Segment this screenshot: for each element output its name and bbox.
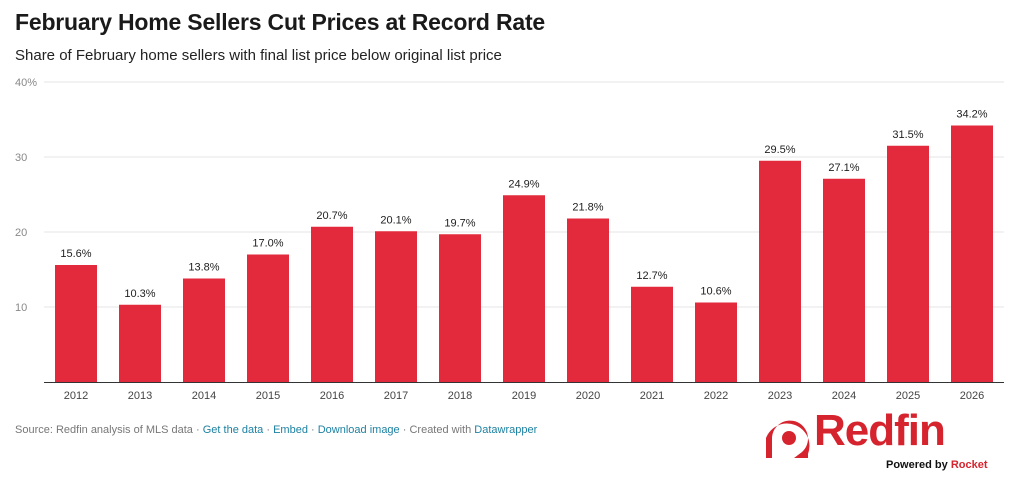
data-label: 31.5% — [892, 129, 923, 141]
data-label: 12.7% — [636, 270, 667, 282]
data-label: 29.5% — [764, 144, 795, 156]
data-label: 34.2% — [956, 109, 987, 121]
download-image-link[interactable]: Download image — [317, 424, 400, 436]
data-label: 20.1% — [380, 214, 411, 226]
powered-by-text: Powered by Rocket — [886, 459, 988, 471]
bar — [951, 125, 993, 382]
redfin-logo: Redfin Powered by Rocket — [762, 406, 990, 474]
bar — [119, 304, 161, 382]
redfin-wordmark: Redfin — [814, 406, 946, 455]
x-tick-label: 2014 — [192, 390, 216, 402]
bar — [887, 145, 929, 382]
y-tick-label: 30 — [15, 152, 27, 164]
bar — [759, 160, 801, 382]
y-tick-label: 40% — [15, 77, 37, 89]
bar — [375, 231, 417, 382]
bar — [823, 178, 865, 382]
chart-title: February Home Sellers Cut Prices at Reco… — [15, 9, 546, 35]
x-tick-label: 2021 — [640, 390, 664, 402]
separator: · — [402, 424, 407, 436]
data-label: 13.8% — [188, 262, 219, 274]
x-tick-label: 2018 — [448, 390, 472, 402]
separator: · — [311, 424, 315, 436]
x-tick-label: 2016 — [320, 390, 344, 402]
x-tick-label: 2026 — [960, 390, 984, 402]
data-label: 20.7% — [316, 210, 347, 222]
data-label: 27.1% — [828, 162, 859, 174]
datawrapper-link[interactable]: Datawrapper — [474, 424, 538, 436]
x-tick-label: 2015 — [256, 390, 280, 402]
bar — [183, 278, 225, 382]
x-tick-label: 2024 — [832, 390, 856, 402]
separator: · — [266, 424, 271, 436]
x-tick-label: 2023 — [768, 390, 792, 402]
x-tick-label: 2019 — [512, 390, 536, 402]
data-label: 17.0% — [252, 238, 283, 250]
x-tick-label: 2017 — [384, 390, 408, 402]
data-label: 10.3% — [124, 288, 155, 300]
bar — [567, 218, 609, 382]
powered-by-label: Powered by — [886, 459, 948, 471]
y-tick-label: 10 — [15, 302, 27, 314]
separator: · — [196, 424, 200, 436]
bar — [311, 226, 353, 382]
bar — [695, 302, 737, 382]
footer: Source: Redfin analysis of MLS data · Ge… — [15, 424, 537, 436]
bar — [55, 265, 97, 382]
x-tick-label: 2013 — [128, 390, 152, 402]
rocket-label: Rocket — [950, 459, 988, 471]
y-tick-label: 20 — [15, 227, 27, 239]
data-label: 15.6% — [60, 248, 91, 260]
get-data-link[interactable]: Get the data — [202, 424, 264, 436]
bar — [247, 254, 289, 382]
data-label: 24.9% — [508, 178, 539, 190]
redfin-logo-mark-icon — [766, 420, 810, 458]
data-label: 19.7% — [444, 217, 475, 229]
bar — [503, 195, 545, 382]
bar — [439, 234, 481, 382]
x-tick-label: 2020 — [576, 390, 600, 402]
created-with-text: Created with — [409, 424, 472, 436]
data-label: 10.6% — [700, 286, 731, 298]
x-tick-label: 2022 — [704, 390, 728, 402]
bar-chart: 10 20 30 40% 15.6% 2012 10.3% 2013 13.8% 2014 17.0… — [15, 77, 1004, 402]
x-tick-label: 2025 — [896, 390, 920, 402]
data-label: 21.8% — [572, 202, 603, 214]
embed-link[interactable]: Embed — [273, 424, 308, 436]
chart-subtitle: Share of February home sellers with fina… — [15, 47, 502, 64]
x-tick-label: 2012 — [64, 390, 88, 402]
bar — [631, 286, 673, 382]
source-text: Source: Redfin analysis of MLS data — [15, 424, 193, 436]
